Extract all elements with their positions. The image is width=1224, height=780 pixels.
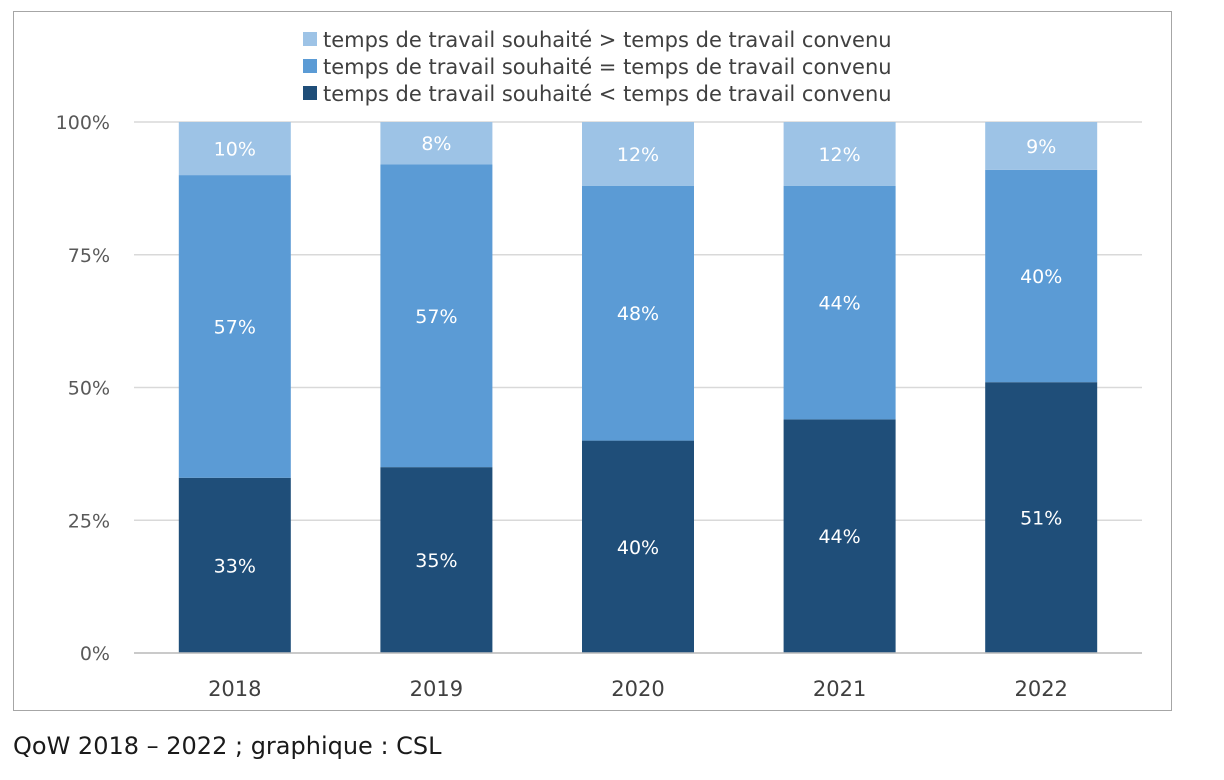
- y-tick-label: 0%: [80, 643, 110, 665]
- data-label: 35%: [415, 550, 457, 572]
- bar-segment: [985, 122, 1098, 170]
- legend-swatch: [303, 32, 317, 46]
- data-label: 33%: [214, 555, 256, 577]
- x-tick-label: 2018: [208, 677, 261, 701]
- data-label: 57%: [214, 316, 256, 338]
- bar-segment: [582, 122, 694, 186]
- data-label: 40%: [1020, 266, 1062, 288]
- x-tick-label: 2020: [611, 677, 664, 701]
- legend-label: temps de travail souhaité > temps de tra…: [323, 28, 892, 52]
- source-note: QoW 2018 – 2022 ; graphique : CSL: [13, 732, 442, 760]
- bar-segment: [178, 175, 291, 478]
- bar-segment: [582, 440, 694, 653]
- data-label: 40%: [617, 537, 659, 559]
- bar-segment: [582, 185, 694, 441]
- data-label: 51%: [1020, 508, 1062, 530]
- chart-frame: 0% 25% 50% 75% 100% 33% 57% 10% 2018 35% 57% 8% 2019…: [13, 11, 1172, 711]
- legend-label: temps de travail souhaité < temps de tra…: [323, 82, 892, 106]
- bar-segment: [380, 164, 493, 468]
- data-label: 44%: [818, 293, 860, 315]
- x-tick-label: 2019: [410, 677, 463, 701]
- y-tick-label: 50%: [68, 378, 110, 400]
- data-label: 10%: [214, 139, 256, 161]
- legend-label: temps de travail souhaité = temps de tra…: [323, 55, 892, 79]
- y-tick-label: 100%: [56, 112, 110, 134]
- bar-segment: [178, 122, 291, 176]
- y-tick-label: 75%: [68, 245, 110, 267]
- data-label: 12%: [818, 144, 860, 166]
- data-label: 8%: [421, 133, 451, 155]
- bar-segment: [783, 419, 896, 653]
- bar-segment: [380, 467, 493, 653]
- data-label: 12%: [617, 144, 659, 166]
- legend-swatch: [303, 59, 317, 73]
- data-label: 9%: [1026, 136, 1056, 158]
- data-label: 44%: [818, 526, 860, 548]
- bar-segment: [985, 169, 1098, 383]
- legend-swatch: [303, 86, 317, 100]
- x-tick-label: 2021: [813, 677, 866, 701]
- stacked-bar-chart: 0% 25% 50% 75% 100% 33% 57% 10% 2018 35% 57% 8% 2019…: [56, 28, 1142, 701]
- y-tick-label: 25%: [68, 510, 110, 532]
- bar-segment: [783, 122, 896, 186]
- x-tick-label: 2022: [1014, 677, 1067, 701]
- data-label: 57%: [415, 306, 457, 328]
- bar-segment: [985, 382, 1098, 653]
- bar-segment: [380, 122, 493, 165]
- data-label: 48%: [617, 303, 659, 325]
- bar-segment: [783, 185, 896, 420]
- bar-segment: [178, 477, 291, 653]
